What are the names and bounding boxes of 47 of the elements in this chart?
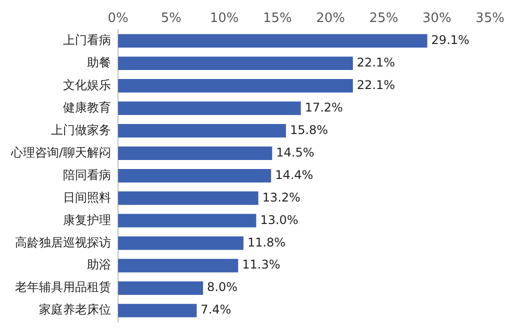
bar bbox=[118, 281, 204, 295]
y-tick-label: 健康教育 bbox=[63, 100, 112, 114]
data-label: 17.2% bbox=[304, 100, 343, 114]
data-label: 13.2% bbox=[262, 190, 300, 204]
data-label: 14.4% bbox=[275, 168, 314, 182]
x-tick-label: 0% bbox=[108, 11, 128, 26]
bar bbox=[118, 34, 428, 48]
bar bbox=[118, 79, 353, 93]
y-tick-label: 上门做家务 bbox=[51, 122, 112, 137]
data-label: 11.8% bbox=[247, 235, 286, 250]
y-tick-label: 家庭养老床位 bbox=[39, 302, 112, 317]
y-tick-label: 上门看病 bbox=[63, 32, 112, 47]
bar bbox=[118, 214, 256, 228]
data-label: 8.0% bbox=[207, 280, 238, 294]
data-label: 22.1% bbox=[356, 78, 396, 92]
y-tick-label: 康复护理 bbox=[63, 212, 112, 227]
x-tick-label: 15% bbox=[263, 11, 292, 26]
bar bbox=[118, 191, 258, 205]
data-label: 13.0% bbox=[260, 212, 298, 227]
x-tick-label: 25% bbox=[369, 11, 398, 26]
y-tick-label: 高龄独居巡视探访 bbox=[15, 235, 112, 250]
data-label: 22.1% bbox=[356, 55, 396, 70]
data-label: 15.8% bbox=[290, 122, 328, 137]
bar bbox=[118, 168, 272, 182]
bar bbox=[118, 56, 353, 70]
x-tick-label: 10% bbox=[210, 11, 239, 26]
data-label: 11.3% bbox=[242, 258, 280, 272]
x-tick-label: 30% bbox=[422, 11, 452, 26]
y-tick-label: 心理咨询/聊天解闷 bbox=[10, 145, 112, 160]
data-label: 29.1% bbox=[431, 32, 470, 47]
x-tick-label: 20% bbox=[316, 11, 346, 26]
bar bbox=[118, 304, 197, 318]
bar bbox=[118, 258, 238, 272]
x-tick-label: 5% bbox=[160, 11, 182, 26]
data-label: 14.5% bbox=[276, 145, 314, 160]
bar bbox=[118, 236, 244, 250]
bar bbox=[118, 146, 272, 160]
y-tick-label: 日间照料 bbox=[63, 190, 112, 204]
x-tick-label: 35% bbox=[476, 11, 504, 26]
data-label: 7.4% bbox=[200, 302, 232, 317]
y-tick-label: 陪同看病 bbox=[63, 168, 112, 182]
y-tick-label: 文化娱乐 bbox=[63, 78, 112, 92]
bar bbox=[118, 102, 301, 116]
y-tick-label: 助浴 bbox=[87, 258, 112, 272]
bar bbox=[118, 124, 286, 138]
y-tick-label: 助餐 bbox=[87, 55, 112, 70]
y-tick-label: 老年辅具用品租赁 bbox=[15, 280, 112, 294]
